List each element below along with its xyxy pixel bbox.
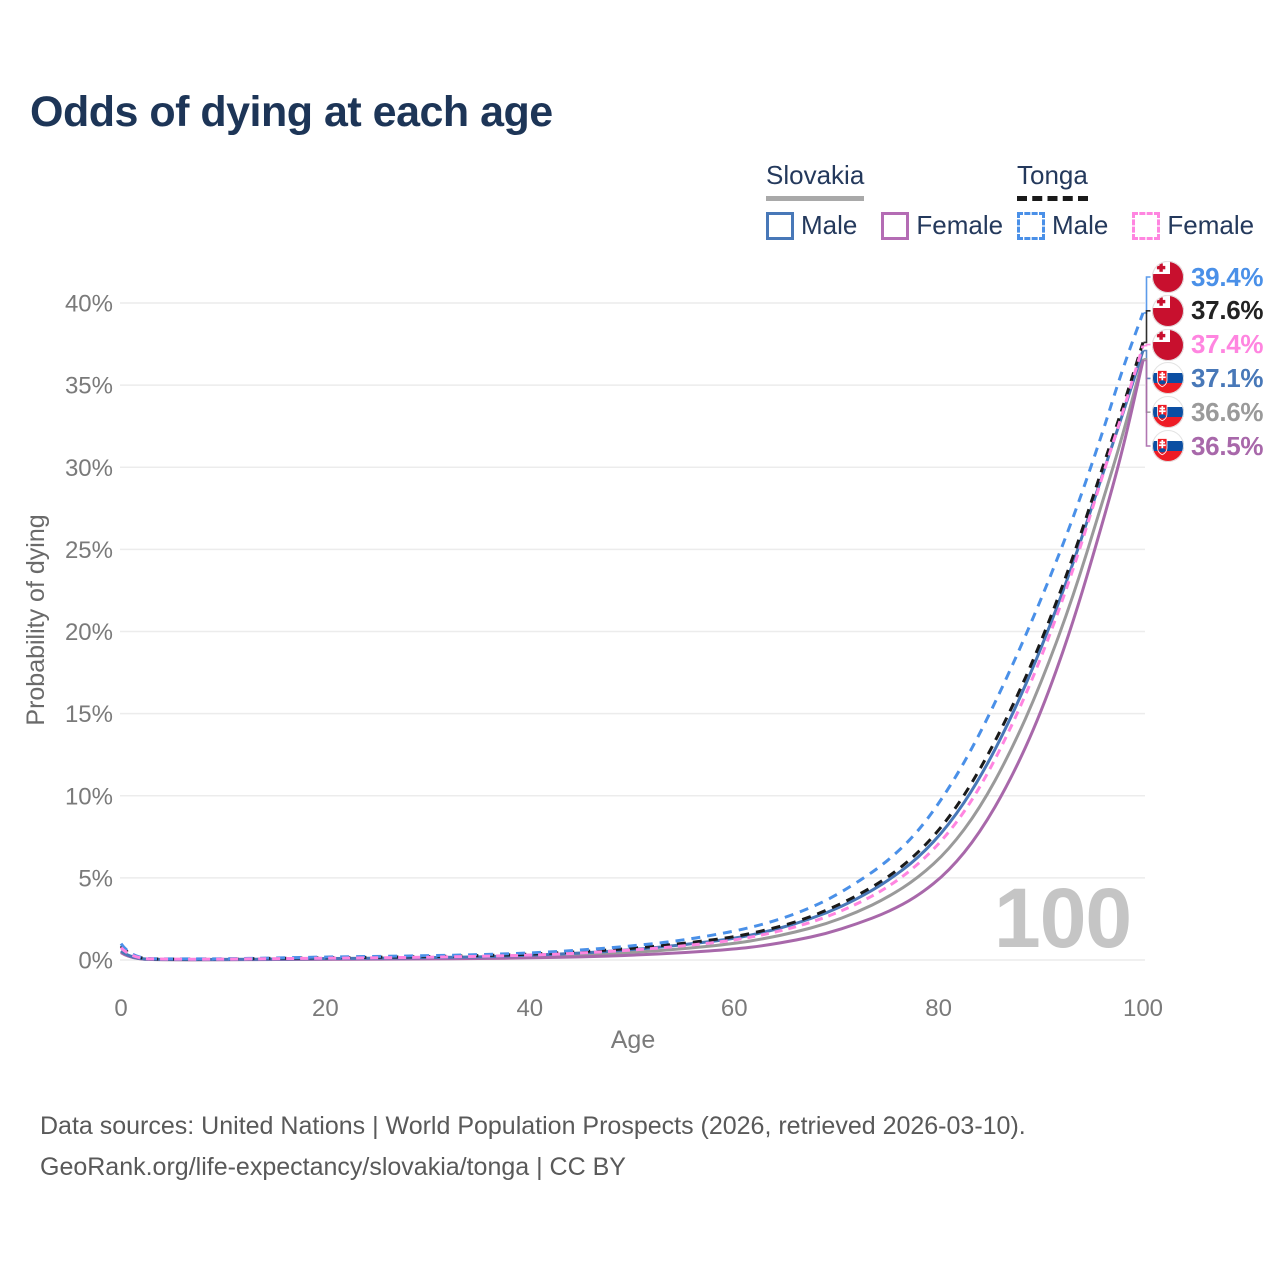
legend-group-label-slovakia: Slovakia <box>766 160 865 201</box>
end-label-row-tonga-female: 37.4% <box>1152 328 1264 362</box>
curve-tonga-total <box>119 341 1145 961</box>
end-label-value: 37.6% <box>1191 295 1264 326</box>
curve-tonga-female <box>119 345 1145 961</box>
connector-tonga-total <box>1143 310 1151 344</box>
end-label-value: 36.5% <box>1191 430 1264 461</box>
end-label-value: 36.6% <box>1191 396 1264 427</box>
legend-item-slovakia-female[interactable]: Female <box>881 210 1003 241</box>
legend-item-label: Male <box>801 210 858 240</box>
end-label-row-slovakia-total: 36.6% <box>1152 395 1264 429</box>
tonga-flag-icon <box>1152 294 1184 327</box>
legend-swatch-icon <box>766 211 794 240</box>
label-connectors <box>1143 276 1151 447</box>
y-axis-title: Probability of dying <box>22 514 50 725</box>
data-sources: Data sources: United Nations | World Pop… <box>40 1106 1026 1188</box>
y-tick-label: 25% <box>65 537 113 564</box>
legend-swatch-icon <box>1132 211 1161 240</box>
x-tick-label: 40 <box>516 995 543 1022</box>
legend-item-label: Male <box>1052 210 1109 240</box>
curve-slovakia-female <box>120 360 1145 962</box>
gridlines: 0% 5% 10% 15% 20% 25% 30% 35% 40% <box>65 291 1145 975</box>
axis-labels: 0 20 40 60 80 100 Age Probability of dying <box>22 514 1163 1054</box>
legend-group-label-tonga: Tonga <box>1017 160 1088 201</box>
x-tick-label: 20 <box>312 995 339 1022</box>
legend-item-slovakia-male[interactable]: Male <box>766 210 857 241</box>
x-tick-label: 60 <box>721 995 748 1022</box>
tonga-flag-icon <box>1152 328 1184 361</box>
legend-group-slovakia: Slovakia Male Female <box>766 160 1003 241</box>
y-tick-label: 15% <box>65 701 113 728</box>
curve-slovakia-male <box>120 350 1145 961</box>
legend-swatch-icon <box>881 211 910 240</box>
y-tick-label: 5% <box>78 865 113 892</box>
x-tick-label: 80 <box>925 995 952 1022</box>
legend-item-tonga-male[interactable]: Male <box>1017 210 1108 241</box>
end-label-row-slovakia-female: 36.5% <box>1152 429 1264 463</box>
y-tick-label: 10% <box>65 783 113 810</box>
connector-slovakia-female <box>1143 359 1151 447</box>
end-label-row-slovakia-male: 37.1% <box>1152 361 1264 395</box>
y-tick-label: 30% <box>65 455 113 482</box>
data-sources-line2: GeoRank.org/life-expectancy/slovakia/ton… <box>40 1153 626 1181</box>
slovakia-flag-icon <box>1152 396 1184 429</box>
tonga-flag-icon <box>1152 261 1184 293</box>
x-tick-label: 100 <box>1123 995 1163 1022</box>
chart-title: Odds of dying at each age <box>30 88 553 136</box>
legend-item-label: Female <box>916 210 1004 240</box>
curve-slovakia-total <box>120 358 1145 962</box>
y-tick-label: 35% <box>65 373 113 400</box>
y-tick-label: 40% <box>65 291 113 318</box>
end-label-row-tonga-total: 37.6% <box>1152 294 1264 328</box>
slovakia-flag-icon <box>1152 362 1184 395</box>
y-tick-label: 0% <box>78 948 113 975</box>
y-tick-label: 20% <box>65 619 113 646</box>
data-sources-line1: Data sources: United Nations | World Pop… <box>40 1112 1026 1140</box>
x-tick-label: 0 <box>114 995 127 1022</box>
end-label-value: 37.4% <box>1191 329 1264 360</box>
end-label-value: 37.1% <box>1191 362 1264 393</box>
legend-item-tonga-female[interactable]: Female <box>1132 210 1254 241</box>
end-label-value: 39.4% <box>1191 261 1264 292</box>
legend-swatch-icon <box>1017 211 1045 240</box>
connector-tonga-female <box>1143 343 1151 347</box>
legend-group-tonga: Tonga Male Female <box>1017 160 1254 241</box>
connector-tonga-male <box>1143 276 1151 314</box>
curve-tonga-male <box>119 312 1145 961</box>
age-watermark: 100 <box>994 871 1132 965</box>
end-label-row-tonga-male: 39.4% <box>1152 260 1264 294</box>
x-axis-title: Age <box>611 1026 655 1054</box>
slovakia-flag-icon <box>1152 430 1184 462</box>
legend-item-label: Female <box>1167 210 1255 240</box>
